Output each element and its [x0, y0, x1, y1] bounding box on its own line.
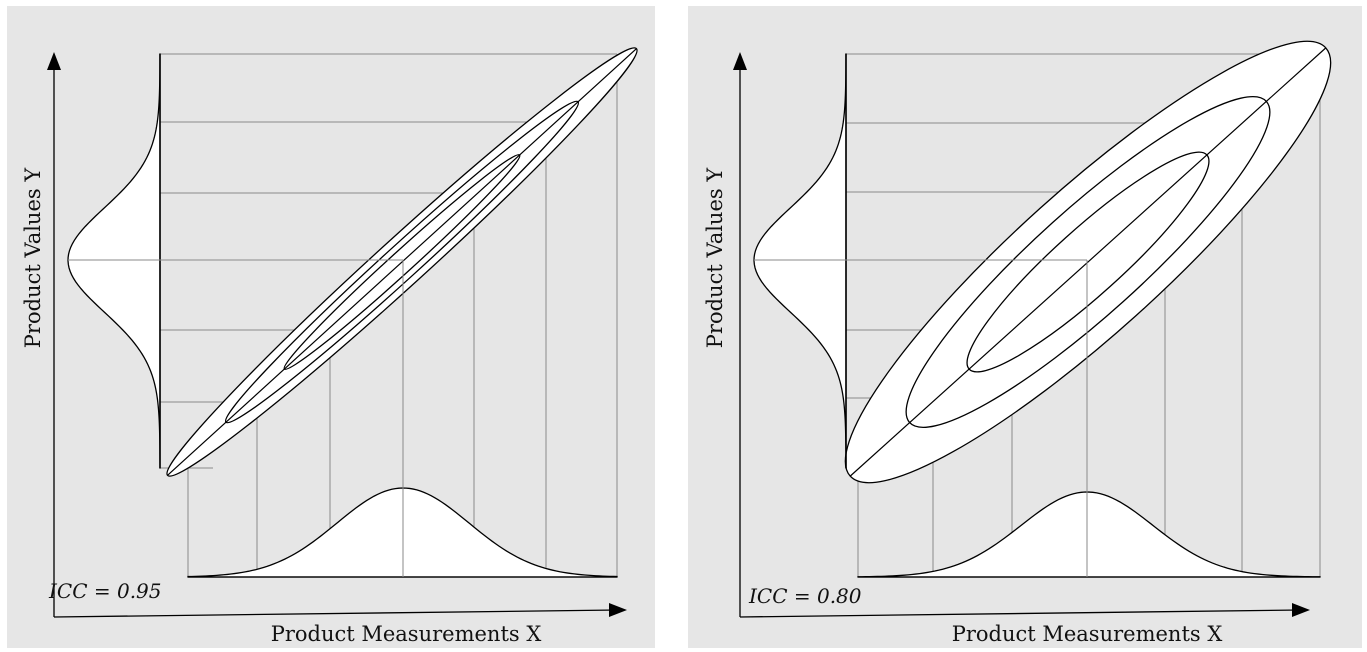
right-x-axis-label: Product Measurements X	[952, 622, 1223, 646]
right-x-axis-arrow-icon	[1292, 603, 1310, 617]
left-axes	[47, 52, 627, 618]
left-ellipses	[166, 47, 638, 477]
right-axes	[733, 52, 1310, 618]
left-y-axis-label: Product Values Y	[21, 167, 45, 349]
left-icc-label: ICC = 0.95	[48, 579, 162, 603]
right-y-axis-label: Product Values Y	[703, 167, 727, 349]
left-x-axis-arrow-icon	[609, 603, 627, 617]
left-overlay-lines	[68, 54, 617, 578]
left-y-distribution-curve	[67, 53, 161, 469]
left-x-axis	[53, 609, 618, 618]
left-x-axis-label: Product Measurements X	[271, 622, 542, 646]
regression-line	[167, 48, 637, 476]
left-y-axis-arrow-icon	[47, 52, 61, 70]
right-x-axis	[739, 609, 1301, 618]
right-icc-label: ICC = 0.80	[748, 584, 862, 608]
right-x-distribution-curve	[857, 491, 1321, 578]
right-overlay-lines	[754, 54, 1320, 578]
right-y-axis-arrow-icon	[733, 52, 747, 70]
right-ellipses	[844, 40, 1332, 484]
regression-line	[849, 47, 1327, 477]
right-y-distribution-curve	[753, 53, 847, 469]
